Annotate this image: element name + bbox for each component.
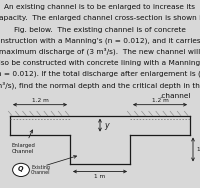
- Text: also be constructed with concrete lining with a Manning’s: also be constructed with concrete lining…: [0, 60, 200, 66]
- Text: An existing channel is to be enlarged to increase its: An existing channel is to be enlarged to…: [4, 4, 196, 10]
- Text: capacity.  The enlarged channel cross-section is shown in: capacity. The enlarged channel cross-sec…: [0, 15, 200, 21]
- Text: Enlarged
Channel: Enlarged Channel: [12, 130, 36, 154]
- Text: 1.2 m: 1.2 m: [32, 98, 48, 103]
- Text: 1 m: 1 m: [94, 174, 106, 179]
- Text: Q: Q: [18, 166, 24, 172]
- Text: maximum discharge of (3 m³/s).  The new channel will: maximum discharge of (3 m³/s). The new c…: [0, 48, 200, 55]
- Text: .channel: .channel: [159, 93, 190, 99]
- Circle shape: [13, 163, 29, 177]
- Text: Fig. below.  The existing channel is of concrete: Fig. below. The existing channel is of c…: [14, 27, 186, 33]
- Text: construction with a Manning’s (n = 0.012), and it carries a: construction with a Manning’s (n = 0.012…: [0, 37, 200, 44]
- Text: m³/s), find the normal depth and the critical depth in the: m³/s), find the normal depth and the cri…: [0, 81, 200, 89]
- Text: Existing: Existing: [31, 164, 50, 170]
- Text: y: y: [104, 121, 109, 130]
- Text: 1.2 m: 1.2 m: [152, 98, 168, 103]
- Text: (n = 0.012). If the total discharge after enlargement is (9: (n = 0.012). If the total discharge afte…: [0, 70, 200, 77]
- Text: 1.2 m: 1.2 m: [197, 147, 200, 152]
- Text: Channel: Channel: [31, 170, 50, 175]
